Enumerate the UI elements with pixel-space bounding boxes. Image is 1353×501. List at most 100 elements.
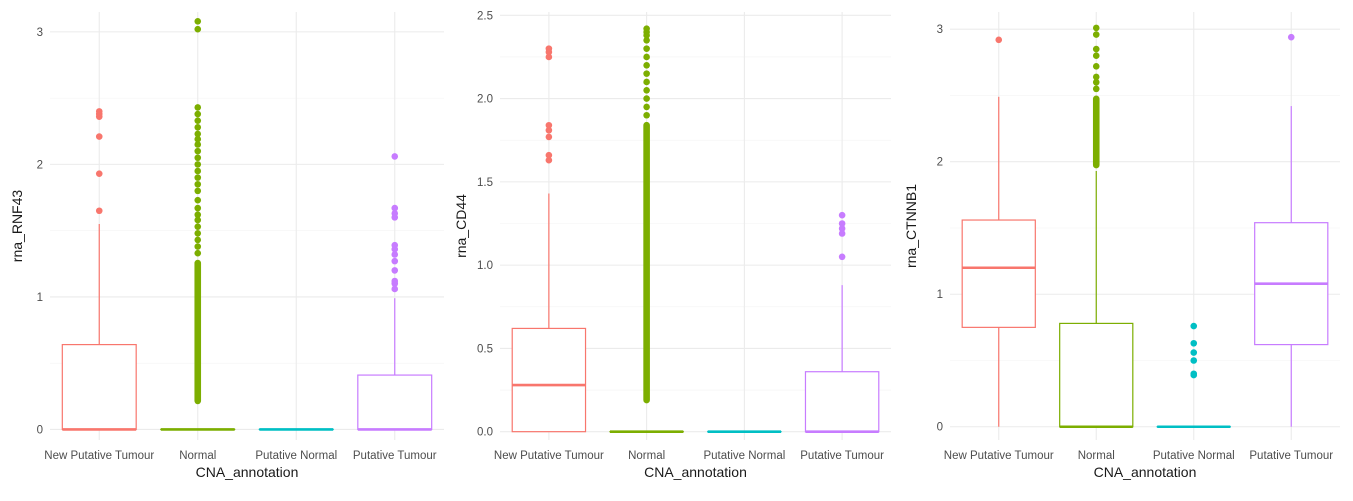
x-tick-label: New Putative Tumour — [494, 450, 604, 462]
outlier-point — [194, 205, 201, 212]
outlier-point — [546, 152, 553, 159]
y-tick-label: 2.5 — [477, 10, 493, 22]
outlier-point — [96, 133, 103, 140]
y-axis-title: rna_CD44 — [453, 194, 469, 258]
outlier-point — [194, 211, 201, 218]
outlier-point — [1190, 323, 1197, 330]
outlier-point — [1190, 370, 1197, 377]
box-iqr — [805, 372, 878, 432]
outlier-point — [839, 220, 846, 227]
outlier-point — [1190, 357, 1197, 364]
x-tick-label: Normal — [179, 450, 216, 462]
x-tick-label: Normal — [628, 450, 665, 462]
x-axis-title: CNA_annotation — [196, 464, 299, 480]
x-axis-title: CNA_annotation — [1094, 464, 1197, 480]
outlier-point — [194, 243, 201, 250]
outlier-point — [96, 170, 103, 177]
y-tick-label: 1.5 — [477, 177, 493, 189]
outlier-point — [194, 230, 201, 237]
box-2 — [1060, 25, 1133, 427]
outlier-point — [546, 122, 553, 129]
x-tick-label: Putative Normal — [1153, 450, 1235, 462]
outlier-point — [1288, 34, 1295, 41]
x-tick-label: Putative Tumour — [353, 450, 437, 462]
outlier-point — [1093, 52, 1100, 59]
outlier-point — [391, 153, 398, 160]
outlier-point — [643, 104, 650, 111]
outlier-point — [643, 112, 650, 119]
outlier-point — [96, 108, 103, 115]
outlier-point — [194, 111, 201, 118]
outlier-point — [194, 148, 201, 155]
x-tick-label: Putative Tumour — [800, 450, 884, 462]
outlier-point — [194, 181, 201, 188]
outlier-band — [643, 122, 650, 403]
outlier-point — [96, 207, 103, 214]
box-iqr — [962, 220, 1035, 327]
outlier-point — [194, 250, 201, 257]
outlier-point — [643, 95, 650, 102]
outlier-point — [995, 37, 1002, 44]
outlier-point — [194, 174, 201, 181]
outlier-point — [643, 87, 650, 94]
y-tick-label: 2.0 — [477, 94, 493, 106]
box-iqr — [1060, 323, 1133, 426]
y-tick-label: 0.0 — [477, 427, 493, 439]
y-tick-label: 2 — [937, 157, 943, 169]
x-tick-label: Putative Normal — [255, 450, 337, 462]
outlier-point — [194, 188, 201, 195]
box-iqr — [512, 328, 585, 431]
panel-2: 0.0 0.5 1.0 1.5 2.0 2.5 New Putative Tumour Nor… — [453, 10, 891, 480]
outlier-point — [1093, 86, 1100, 93]
outlier-point — [194, 237, 201, 244]
y-tick-label: 3 — [37, 27, 43, 39]
y-tick-label: 1.0 — [477, 260, 493, 272]
x-tick-label: Putative Tumour — [1249, 450, 1333, 462]
y-tick-label: 0 — [37, 424, 43, 436]
box-iqr — [62, 345, 136, 430]
outlier-band — [1093, 95, 1100, 168]
y-axis-title: rna_CTNNB1 — [903, 184, 919, 268]
outlier-point — [194, 131, 201, 138]
outlier-point — [643, 79, 650, 86]
outlier-point — [839, 254, 846, 261]
outlier-point — [643, 70, 650, 77]
outlier-point — [546, 45, 553, 52]
outlier-point — [1093, 31, 1100, 38]
y-tick-label: 1 — [937, 289, 943, 301]
outlier-point — [391, 242, 398, 249]
outlier-band — [194, 260, 201, 404]
y-tick-label: 0.5 — [477, 343, 493, 355]
outlier-point — [1190, 349, 1197, 356]
y-tick-label: 3 — [937, 24, 943, 36]
y-tick-label: 2 — [37, 159, 43, 171]
outlier-point — [1190, 340, 1197, 347]
y-tick-label: 1 — [37, 292, 43, 304]
outlier-point — [194, 117, 201, 124]
outlier-point — [1093, 46, 1100, 53]
x-axis-title: CNA_annotation — [644, 464, 747, 480]
outlier-point — [546, 134, 553, 141]
x-tick-label: Putative Normal — [703, 450, 785, 462]
outlier-point — [643, 25, 650, 32]
panel-1: 0 1 2 3 New Putative Tumour Normal Putative No… — [9, 12, 444, 480]
outlier-point — [194, 104, 201, 111]
outlier-point — [194, 161, 201, 168]
outlier-point — [839, 212, 846, 219]
box-iqr — [358, 375, 432, 429]
x-tick-label: Normal — [1078, 450, 1115, 462]
outlier-point — [194, 26, 201, 33]
outlier-point — [643, 62, 650, 69]
x-tick-label: New Putative Tumour — [44, 450, 154, 462]
y-axis-title: rna_RNF43 — [9, 190, 25, 263]
outlier-point — [194, 154, 201, 161]
outlier-point — [391, 258, 398, 265]
outlier-point — [1093, 25, 1100, 32]
outlier-point — [1093, 74, 1100, 81]
outlier-point — [391, 267, 398, 274]
outlier-point — [194, 223, 201, 230]
outlier-point — [194, 197, 201, 204]
outlier-point — [1093, 63, 1100, 70]
